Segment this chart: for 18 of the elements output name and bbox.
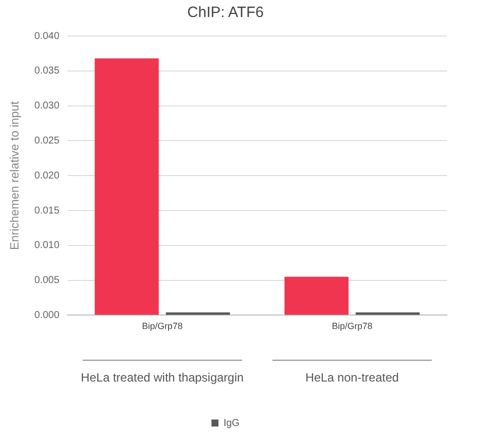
y-tick-label: 0.030 — [34, 100, 60, 112]
x-tick-label: Bip/Grp78 — [332, 321, 372, 332]
bar — [284, 276, 349, 315]
text: HeLa treated with thapsigargin — [80, 370, 244, 385]
y-tick-label: 0.005 — [34, 275, 60, 286]
legend-label: IgG — [223, 418, 240, 429]
y-tick-label: 0.015 — [34, 205, 60, 216]
y-tick-label: 0.010 — [34, 240, 60, 252]
y-tick-label: 0.020 — [34, 170, 60, 182]
x-tick-label: Bip/Grp78 — [142, 321, 183, 332]
y-tick-label: 0.000 — [34, 310, 60, 321]
y-tick-label: 0.040 — [34, 30, 60, 42]
y-tick-label: 0.035 — [34, 66, 60, 77]
text: HeLa non-treated — [305, 370, 399, 385]
y-axis-title: Enrichemen relative to input — [8, 100, 22, 250]
bar — [94, 58, 159, 315]
y-tick-label: 0.025 — [34, 135, 60, 146]
chart-title: ChIP: ATF6 — [187, 4, 264, 22]
